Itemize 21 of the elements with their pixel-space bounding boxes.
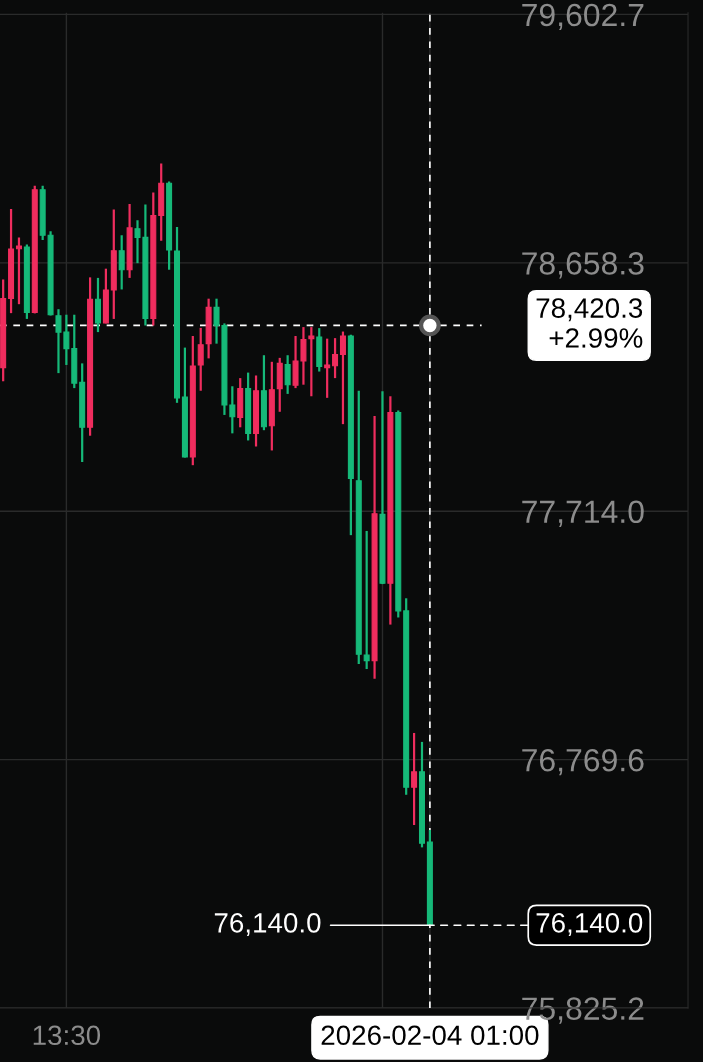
ref-line-label: 78,420.3 +2.99% — [536, 298, 643, 348]
candlestick — [284, 354, 291, 395]
candlestick — [308, 325, 315, 398]
y-tick-label: 76,769.6 — [522, 748, 644, 776]
candlestick — [411, 731, 418, 827]
x-tick-label: 13:30 — [33, 1025, 101, 1046]
candlestick — [324, 337, 331, 399]
candlestick — [197, 326, 204, 392]
annotation: 76,140.0 — [536, 913, 643, 936]
annotation: 76,140.0 — [214, 913, 321, 936]
candlestick — [118, 234, 125, 291]
candlestick — [363, 529, 370, 671]
candlestick — [15, 236, 22, 306]
candlestick — [94, 276, 101, 334]
x-tick-label: 2026-02-04 01:00 — [321, 1025, 539, 1046]
candlestick — [339, 330, 346, 426]
y-tick-label: 77,714.0 — [522, 500, 644, 527]
y-tick-label: 79,602.7 — [522, 3, 644, 31]
y-tick-label: 78,658.3 — [522, 252, 644, 279]
candlestick — [332, 337, 339, 380]
y-tick-label: 75,825.2 — [522, 997, 644, 1024]
